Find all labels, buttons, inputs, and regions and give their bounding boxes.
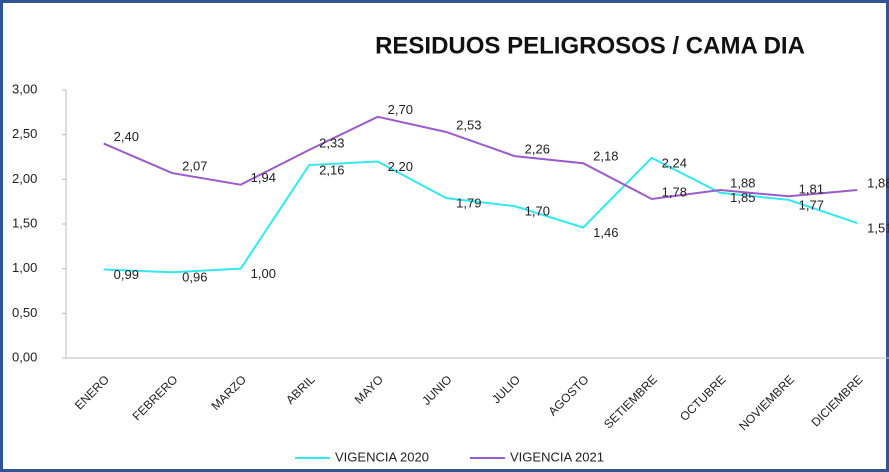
legend-label: VIGENCIA 2021 <box>510 449 604 464</box>
y-tick-label: 3,00 <box>12 81 37 96</box>
chart-title: RESIDUOS PELIGROSOS / CAMA DIA <box>375 32 805 59</box>
data-label: 1,88 <box>867 175 889 190</box>
data-label: 2,26 <box>525 142 550 157</box>
data-label: 2,16 <box>319 162 344 177</box>
data-label: 0,99 <box>114 267 139 282</box>
data-label: 2,18 <box>593 149 618 164</box>
x-tick-label: ENERO <box>72 372 112 412</box>
x-tick-label: ABRIL <box>283 372 318 407</box>
data-label: 1,77 <box>799 197 824 212</box>
data-label: 1,88 <box>730 175 755 190</box>
x-tick-label: SETIEMBRE <box>601 372 660 431</box>
x-tick-label: MARZO <box>208 372 249 413</box>
y-tick-label: 1,00 <box>12 260 37 275</box>
data-label: 1,78 <box>662 184 687 199</box>
y-tick-label: 2,50 <box>12 126 37 141</box>
x-tick-label: DICIEMBRE <box>808 372 865 429</box>
x-tick-label: JULIO <box>489 372 523 406</box>
y-tick-label: 1,50 <box>12 215 37 230</box>
series-line <box>103 115 858 201</box>
data-label: 1,81 <box>799 182 824 197</box>
x-tick-label: OCTUBRE <box>677 372 728 423</box>
data-label: 2,33 <box>319 135 344 150</box>
data-label: 1,85 <box>730 190 755 205</box>
data-label: 1,00 <box>251 266 276 281</box>
data-label: 1,94 <box>251 170 276 185</box>
data-label: 1,46 <box>593 225 618 240</box>
data-label: 2,24 <box>662 155 687 170</box>
data-label: 2,20 <box>388 159 413 174</box>
data-label: 1,51 <box>867 221 889 236</box>
legend-label: VIGENCIA 2020 <box>335 449 429 464</box>
y-tick-label: 0,00 <box>12 349 37 364</box>
data-label: 0,96 <box>182 270 207 285</box>
data-label: 2,53 <box>456 117 481 132</box>
data-label: 1,70 <box>525 204 550 219</box>
x-tick-label: AGOSTO <box>545 372 591 418</box>
data-label: 2,07 <box>182 159 207 174</box>
x-tick-label: JUNIO <box>419 372 454 407</box>
y-tick-label: 2,00 <box>12 171 37 186</box>
data-label: 1,79 <box>456 196 481 211</box>
x-tick-label: NOVIEMBRE <box>736 372 797 433</box>
data-label: 2,70 <box>388 102 413 117</box>
series-line <box>103 156 858 274</box>
y-tick-label: 0,50 <box>12 305 37 320</box>
x-tick-label: MAYO <box>352 372 386 406</box>
x-tick-label: FEBRERO <box>130 372 181 423</box>
data-label: 2,40 <box>114 129 139 144</box>
